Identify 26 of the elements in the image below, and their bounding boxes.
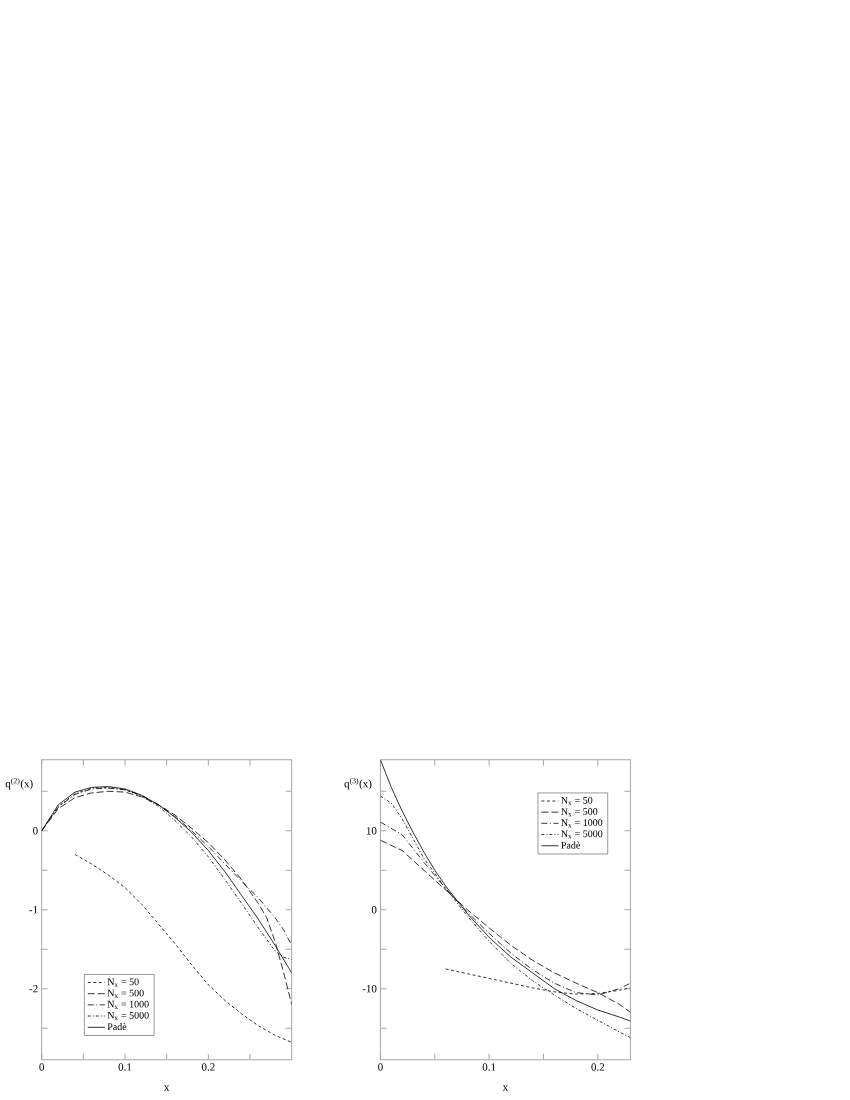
y-tick-label: 0 [33, 827, 38, 835]
x-tick-label: 0.2 [591, 1063, 605, 1071]
legend-label: N$_{x}$ = 50 [561, 796, 593, 806]
legend-label: N$_{x}$ = 500 [107, 989, 144, 998]
x-tick-label: 0 [39, 1063, 44, 1071]
legend-label: N$_{x}$ = 5000 [107, 1011, 149, 1021]
y-tick-label: 10 [366, 827, 377, 835]
legend-label: Padè [107, 1023, 127, 1031]
x-tick-label: 0 [378, 1063, 383, 1071]
legend-label: N$_{x}$ = 1000 [561, 819, 603, 828]
y-tick-label: -1 [29, 906, 38, 914]
x-tick-label: 0.1 [482, 1063, 496, 1071]
y-axis-title: q$^{(2)}$(x) [5, 777, 33, 790]
x-tick-label: 0.1 [118, 1063, 132, 1071]
x-axis-title: x [164, 1085, 170, 1091]
x-axis-title: x [502, 1085, 509, 1091]
y-tick-label: -10 [362, 984, 377, 993]
legend-label: N$_{x}$ = 1000 [107, 1000, 149, 1009]
legend-label: N$_{x}$ = 5000 [561, 830, 603, 839]
y-tick-label: -2 [29, 985, 38, 993]
legend-label: Padè [561, 841, 580, 849]
legend-label: N$_{x}$ = 50 [107, 978, 139, 987]
y-axis-title: q$^{(3)}$(x) [344, 777, 372, 790]
x-tick-label: 0.2 [201, 1063, 215, 1071]
y-tick-label: 0 [371, 906, 377, 914]
legend-label: N$_{x}$ = 500 [561, 808, 598, 817]
